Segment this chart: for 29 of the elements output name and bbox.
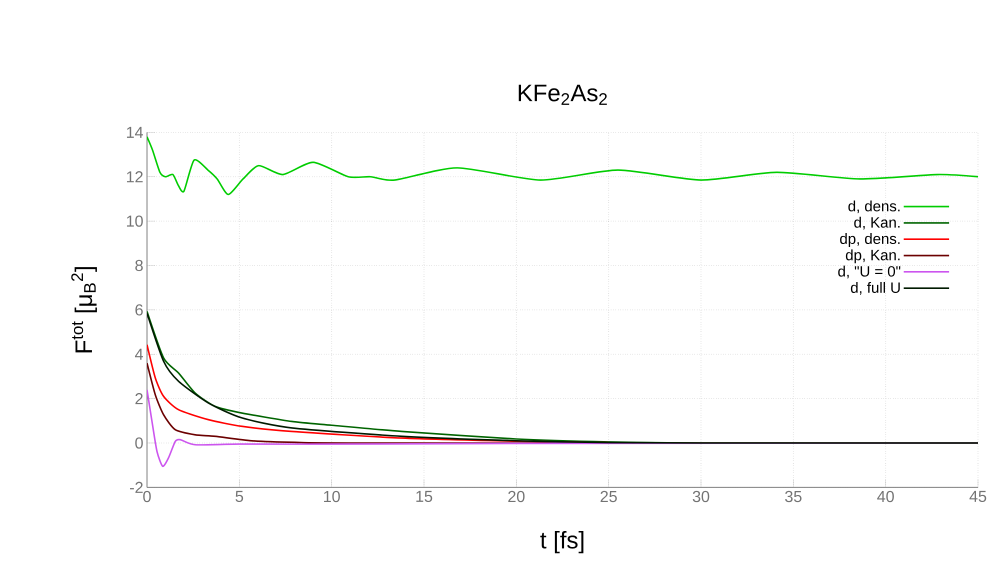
legend-label: d, Kan. (854, 216, 900, 230)
line-series (147, 136, 978, 196)
y-tick-label: 2 (135, 393, 143, 404)
y-tick-label: 10 (126, 215, 143, 227)
x-tick-label: 45 (970, 490, 986, 502)
x-tick-label: 20 (508, 490, 525, 502)
chart-title: KFe$_{2}$As$_{2}$ (518, 84, 607, 105)
x-tick-label: 0 (143, 490, 151, 502)
y-tick-label: 0 (135, 437, 143, 449)
y-tick-label: 4 (134, 348, 144, 360)
y-tick-label: 8 (135, 260, 143, 272)
x-tick-label: 15 (416, 490, 432, 502)
x-tick-label: 35 (785, 490, 802, 502)
x-tick-label: 40 (877, 490, 894, 502)
legend-label: dp, Kan. (846, 249, 900, 264)
x-tick-label: 5 (236, 490, 244, 502)
y-tick-label: -2 (130, 482, 143, 493)
x-axis-title: t [fs] (540, 531, 584, 554)
legend-label: dp, dens. (840, 233, 900, 247)
x-tick-label: 10 (324, 490, 340, 502)
legend-label: d, full U (850, 282, 900, 295)
y-tick-label: 12 (126, 171, 143, 182)
legend-label: d, "U = 0" (838, 266, 900, 278)
x-tick-label: 25 (600, 490, 617, 502)
y-tick-label: 14 (126, 126, 144, 138)
x-tick-label: 30 (692, 490, 710, 502)
legend-label: d, dens. (848, 200, 900, 214)
y-axis-title: F$^{tot}$ [μ$_{B}$$^{2}$] (71, 267, 97, 352)
y-tick-label: 6 (135, 304, 143, 316)
